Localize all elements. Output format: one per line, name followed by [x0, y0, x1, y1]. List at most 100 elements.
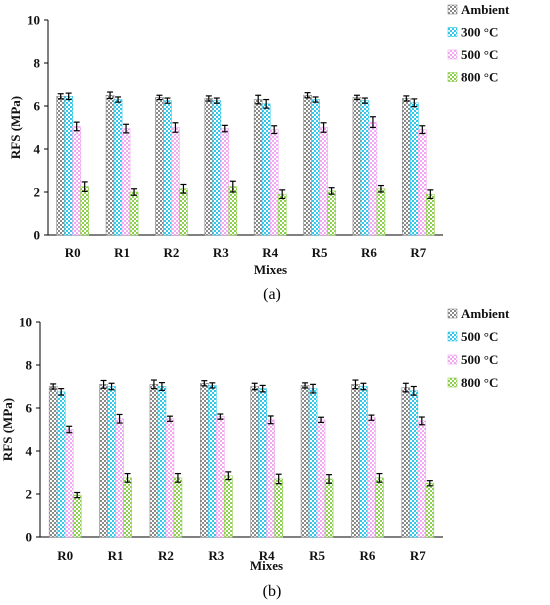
- bar-R5-1: [308, 388, 318, 538]
- bar-R1-1: [113, 99, 123, 236]
- legend-label-0: Ambient: [461, 306, 510, 321]
- x-tick-label-R4: R4: [259, 548, 275, 563]
- panel-caption: (b): [263, 583, 282, 600]
- bar-R4-0: [253, 99, 263, 236]
- bar-R3-1: [208, 385, 217, 538]
- x-tick-label-R1: R1: [108, 548, 124, 563]
- bar-R2-0: [149, 384, 159, 538]
- bar-R2-1: [157, 386, 167, 538]
- bar-R2-3: [179, 188, 188, 236]
- bar-R3-0: [204, 98, 214, 236]
- y-tick-label: 6: [34, 99, 41, 114]
- y-tick-label: 4: [34, 142, 41, 157]
- x-tick-label-R3: R3: [208, 548, 224, 563]
- bar-R0-3: [72, 494, 82, 538]
- legend-label-2: 500 °C: [461, 47, 498, 62]
- x-tick-label-R2: R2: [163, 245, 179, 260]
- x-tick-label-R7: R7: [410, 245, 426, 260]
- bar-R6-3: [376, 188, 386, 236]
- bar-R3-0: [200, 382, 209, 538]
- bar-R7-3: [426, 193, 435, 236]
- legend-swatch-2: [447, 49, 458, 60]
- x-tick-label-R4: R4: [262, 245, 278, 260]
- y-axis-label: RFS (MPa): [8, 96, 23, 159]
- x-axis-label: Mixes: [254, 262, 287, 277]
- legend-swatch-3: [447, 72, 458, 82]
- bar-R5-0: [303, 94, 312, 236]
- bar-R6-1: [360, 100, 370, 236]
- bar-R1-3: [123, 477, 132, 538]
- bar-R0-2: [72, 126, 81, 236]
- bar-R4-1: [261, 103, 271, 236]
- bar-R1-2: [115, 418, 124, 538]
- x-tick-label-R0: R0: [65, 245, 81, 260]
- bar-R2-2: [171, 127, 180, 236]
- bar-R2-3: [173, 477, 183, 538]
- bar-R7-1: [409, 390, 419, 538]
- bar-R6-0: [351, 384, 360, 538]
- x-tick-label-R2: R2: [158, 548, 174, 563]
- bar-R1-0: [99, 384, 108, 538]
- legend-label-2: 500 °C: [461, 352, 498, 367]
- legend-label-1: 500 °C: [461, 329, 498, 344]
- bar-R7-3: [425, 482, 435, 538]
- bar-R0-3: [80, 186, 89, 236]
- bar-R4-0: [250, 386, 259, 538]
- bar-R4-3: [274, 478, 283, 538]
- bar-R3-2: [216, 416, 225, 538]
- legend-label-0: Ambient: [461, 2, 510, 17]
- bar-R1-1: [107, 386, 116, 538]
- bar-R0-2: [64, 429, 74, 538]
- legend-swatch-1: [447, 331, 458, 342]
- bar-R2-0: [155, 97, 164, 236]
- legend-label-1: 300 °C: [461, 25, 498, 40]
- bar-R0-1: [56, 391, 66, 538]
- bar-R5-3: [327, 190, 336, 236]
- y-tick-label: 10: [27, 13, 40, 28]
- x-tick-label-R7: R7: [410, 548, 426, 563]
- chart-panel-0: 0 2 4 6 8 10 RFS (MPa) R0 R1 R2 R3 R4 R5 R6 R7 Mixes (a)…: [8, 2, 510, 303]
- legend-swatch-3: [447, 377, 458, 388]
- bar-R6-2: [367, 417, 376, 538]
- bar-R0-0: [48, 386, 58, 538]
- x-tick-label-R5: R5: [309, 548, 325, 563]
- bar-R1-0: [105, 94, 115, 236]
- x-tick-label-R6: R6: [359, 548, 375, 563]
- bar-R7-0: [401, 387, 411, 538]
- bar-R4-2: [266, 419, 275, 538]
- chart-panel-1: 0 2 4 6 8 10 RFS (MPa) R0 R1 R2 R3 R4 R5 R6 R7 Mixes (b)…: [0, 306, 510, 600]
- y-tick-label: 6: [26, 401, 33, 416]
- bar-R5-2: [316, 419, 326, 538]
- bar-R6-2: [368, 121, 378, 236]
- bar-R5-3: [324, 478, 334, 538]
- bar-R5-1: [311, 99, 320, 236]
- bar-R1-3: [129, 191, 139, 236]
- bar-R3-1: [212, 100, 222, 236]
- bar-R6-3: [375, 477, 384, 538]
- y-tick-label: 2: [34, 185, 41, 200]
- y-tick-label: 0: [34, 228, 41, 243]
- x-tick-label-R3: R3: [213, 245, 229, 260]
- legend-swatch-0: [447, 4, 458, 15]
- x-tick-label-R0: R0: [57, 548, 73, 563]
- bar-R0-1: [64, 96, 73, 236]
- bar-R7-1: [410, 102, 419, 236]
- x-tick-label-R6: R6: [361, 245, 377, 260]
- y-axis-label: RFS (MPa): [0, 398, 15, 461]
- y-tick-label: 0: [26, 530, 33, 545]
- bar-R5-0: [300, 385, 310, 538]
- y-tick-label: 2: [26, 487, 33, 502]
- y-tick-label: 8: [34, 56, 41, 71]
- bar-R1-2: [121, 128, 131, 236]
- legend-label-3: 800 °C: [461, 70, 498, 85]
- y-tick-label: 10: [19, 315, 32, 330]
- bar-R7-0: [402, 98, 411, 236]
- x-tick-label-R1: R1: [114, 245, 130, 260]
- legend-label-3: 800 °C: [461, 375, 498, 390]
- bar-R4-1: [258, 388, 267, 538]
- bar-R3-2: [220, 128, 230, 236]
- legend-swatch-2: [447, 354, 458, 365]
- bar-R6-0: [352, 97, 362, 236]
- bar-R4-2: [269, 129, 279, 236]
- bar-R3-3: [228, 186, 238, 236]
